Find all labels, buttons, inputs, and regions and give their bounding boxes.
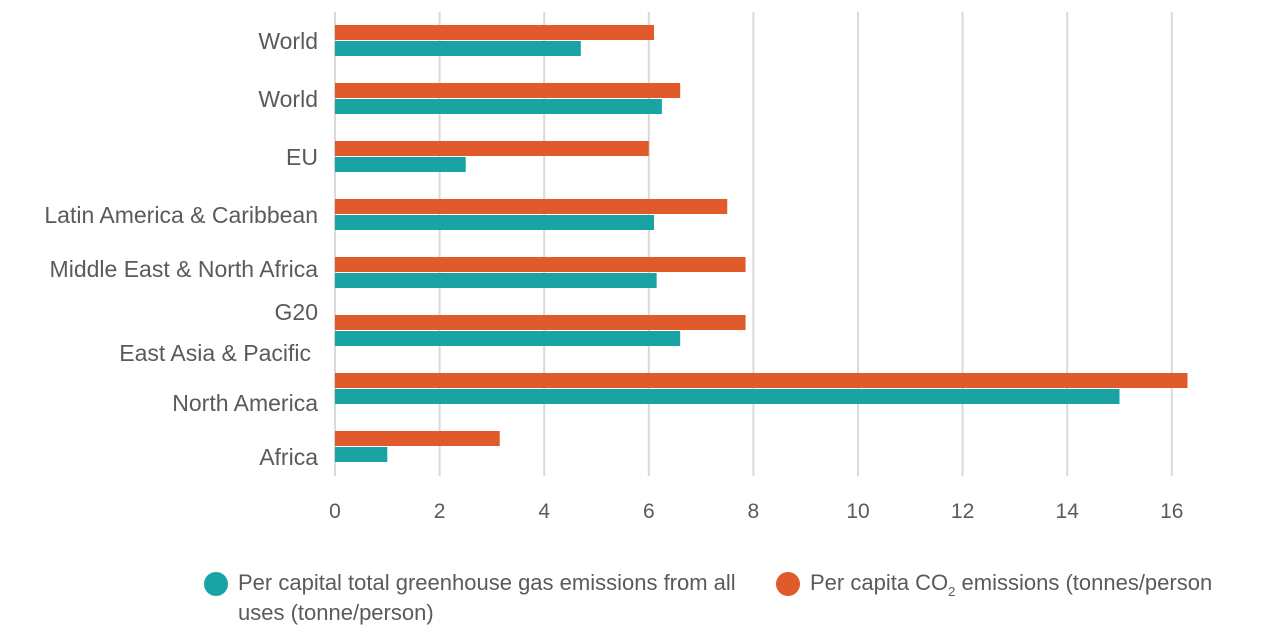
legend-co2-subscript: 2	[948, 584, 956, 599]
bar-co2	[335, 373, 1188, 388]
bar-co2	[335, 141, 649, 156]
bar-co2	[335, 199, 728, 214]
x-tick-label: 1	[1271, 500, 1272, 523]
bar-ghg	[335, 157, 466, 172]
bar-co2	[335, 315, 746, 330]
bar-ghg	[335, 273, 657, 288]
bar-co2	[335, 431, 500, 446]
legend-co2-suffix: emissions (tonnes/person	[955, 570, 1213, 595]
co2-dot-icon	[776, 572, 800, 596]
category-label: Africa	[259, 444, 318, 470]
x-tick-label: 16	[1160, 500, 1183, 523]
grid-lines	[334, 12, 1173, 476]
x-tick-labels: 0 2 4 6 8 10 12 14 16 1	[329, 500, 1272, 523]
bar-ghg	[335, 99, 662, 114]
bar-co2	[335, 257, 746, 272]
legend-ghg-label: Per capital total greenhouse gas emissio…	[238, 570, 736, 625]
category-label: Middle East & North Africa	[50, 256, 319, 282]
x-tick-label: 10	[846, 500, 869, 523]
legend-co2-label: Per capita CO2 emissions (tonnes/person	[810, 568, 1212, 607]
bar-ghg	[335, 447, 388, 462]
category-labels: World World EU Latin America & Caribbean Mid…	[44, 28, 318, 470]
bars	[335, 25, 1188, 462]
category-label: World	[258, 86, 318, 112]
bar-ghg	[335, 331, 681, 346]
x-tick-label: 4	[538, 500, 550, 523]
category-label: North America	[172, 390, 318, 416]
x-tick-label: 8	[748, 500, 760, 523]
bar-ghg	[335, 389, 1120, 404]
bar-co2	[335, 25, 655, 40]
bar-co2	[335, 83, 681, 98]
x-tick-label: 0	[329, 500, 341, 523]
x-tick-label: 6	[643, 500, 655, 523]
bar-ghg	[335, 41, 581, 56]
bar-chart: World World EU Latin America & Caribbean Mid…	[44, 12, 1272, 523]
bar-ghg	[335, 215, 655, 230]
x-tick-label: 14	[1056, 500, 1080, 523]
category-label: G20	[275, 299, 318, 325]
x-tick-label: 12	[951, 500, 974, 523]
legend-item-co2: Per capita CO2 emissions (tonnes/person	[776, 568, 1272, 607]
legend-co2-prefix: Per capita CO	[810, 570, 949, 595]
category-label: Latin America & Caribbean	[44, 202, 318, 228]
category-label: East Asia & Pacific	[119, 340, 311, 366]
category-label: EU	[286, 144, 318, 170]
legend-item-ghg: Per capital total greenhouse gas emissio…	[204, 568, 764, 628]
ghg-dot-icon	[204, 572, 228, 596]
category-label: World	[258, 28, 318, 54]
x-tick-label: 2	[434, 500, 446, 523]
